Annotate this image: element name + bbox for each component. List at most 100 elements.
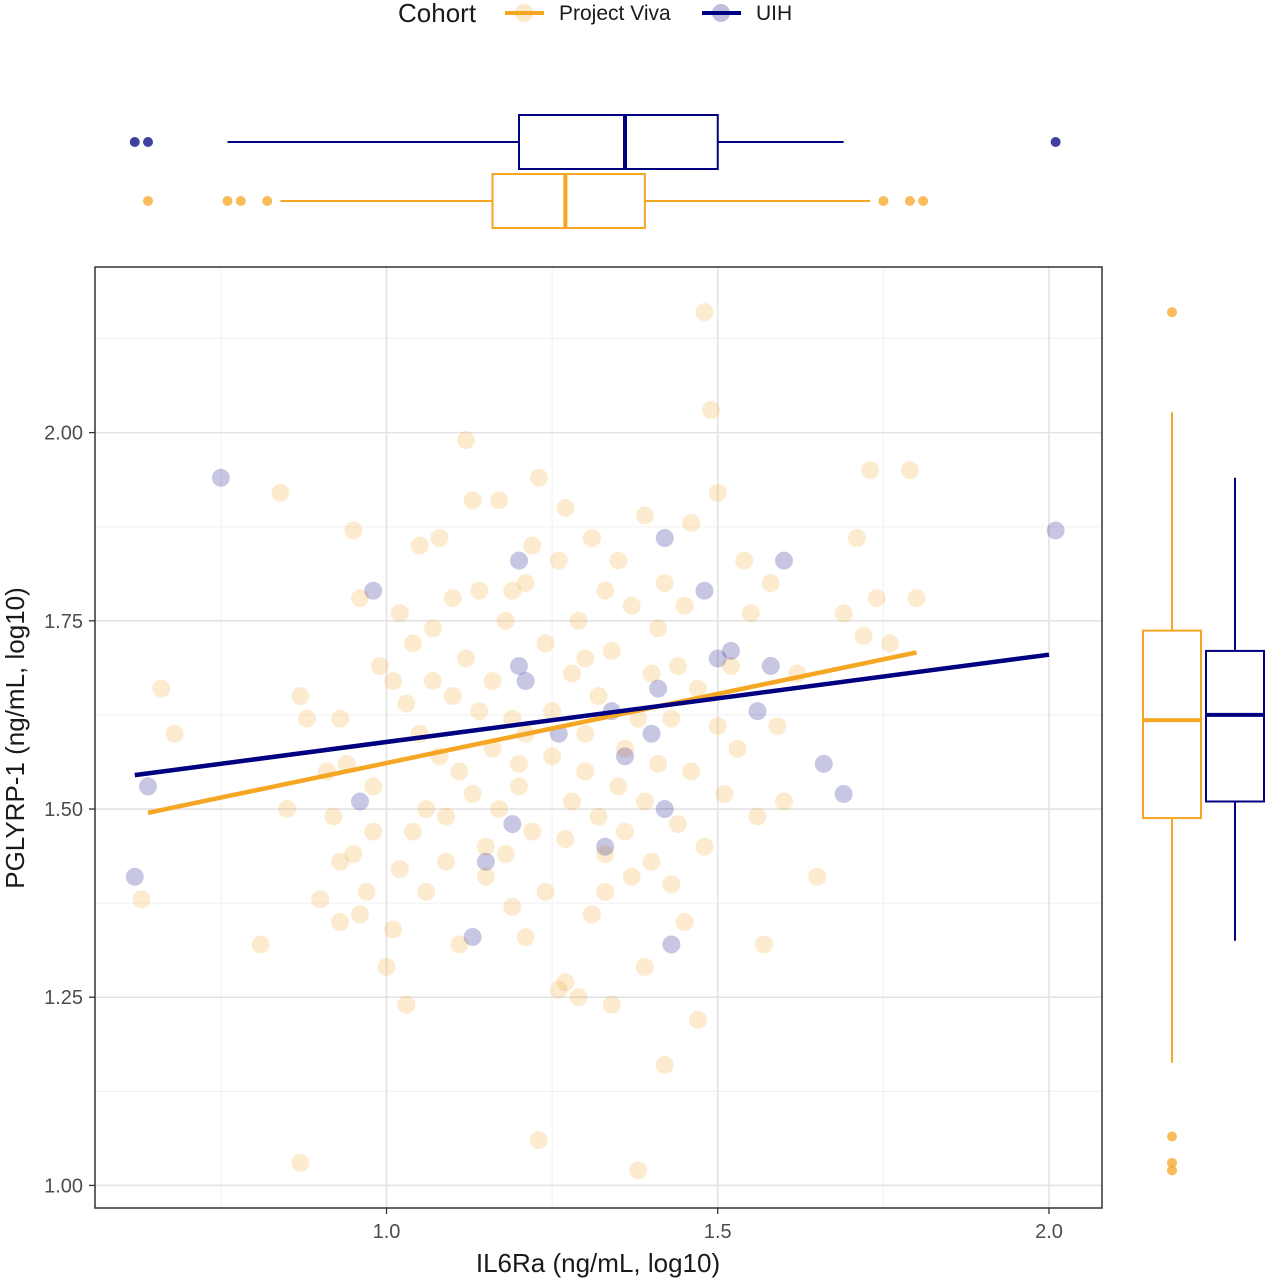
scatter-point-project-viva (278, 800, 297, 819)
scatter-point-uih (503, 815, 522, 834)
legend-swatch-dot-uih (712, 4, 730, 22)
scatter-point-uih (655, 800, 674, 819)
scatter-point-project-viva (808, 867, 827, 886)
scatter-point-project-viva (900, 461, 919, 480)
scatter-point-project-viva (331, 709, 350, 728)
top-box-project-viva (491, 173, 646, 229)
scatter-point-uih (695, 581, 714, 600)
scatter-point-uih (510, 551, 528, 570)
scatter-point-project-viva (556, 830, 575, 849)
scatter-point-project-viva (741, 604, 760, 623)
scatter-point-project-viva (708, 483, 727, 502)
top-outlier-project-viva (918, 196, 929, 206)
scatter-point-project-viva (576, 649, 595, 668)
scatter-point-project-viva (602, 641, 621, 660)
scatter-point-project-viva (748, 807, 767, 826)
scatter-point-uih (761, 656, 780, 675)
y-tick-label: 1.50 (44, 799, 83, 821)
scatter-point-project-viva (523, 822, 542, 841)
scatter-point-project-viva (324, 807, 343, 826)
scatter-point-project-viva (556, 973, 575, 992)
scatter-point-project-viva (629, 709, 648, 728)
scatter-point-uih (351, 792, 369, 811)
scatter-point-project-viva (364, 822, 383, 841)
scatter-point-uih (516, 672, 535, 691)
scatter-point-project-viva (682, 762, 701, 781)
right-outlier-project-viva (1167, 307, 1177, 318)
scatter-point-project-viva (357, 882, 376, 901)
y-tick-label: 1.00 (44, 1175, 83, 1197)
scatter-point-uih (476, 852, 495, 871)
scatter-point-project-viva (596, 581, 615, 600)
scatter-point-project-viva (463, 784, 482, 803)
scatter-point-uih (642, 724, 661, 743)
legend-swatch-dot-project-viva (515, 4, 533, 22)
scatter-point-uih (616, 747, 634, 766)
scatter-point-project-viva (569, 611, 588, 630)
scatter-point-project-viva (331, 912, 350, 931)
scatter-point-uih (1046, 521, 1065, 540)
right-box-project-viva (1142, 629, 1202, 820)
scatter-point-project-viva (437, 852, 456, 871)
y-tick-label: 1.25 (44, 987, 83, 1009)
scatter-point-project-viva (629, 1161, 648, 1180)
scatter-point-project-viva (655, 574, 674, 593)
scatter-point-project-viva (377, 958, 396, 977)
top-outlier-project-viva (235, 196, 246, 206)
scatter-point-project-viva (490, 491, 509, 510)
scatter-point-uih (364, 581, 383, 600)
scatter-point-project-viva (635, 792, 654, 811)
scatter-point-project-viva (364, 777, 383, 796)
scatter-point-project-viva (351, 905, 369, 924)
scatter-point-project-viva (417, 882, 436, 901)
scatter-point-project-viva (861, 461, 880, 480)
scatter-point-project-viva (483, 739, 502, 758)
scatter-point-project-viva (450, 762, 469, 781)
scatter-point-project-viva (430, 529, 449, 548)
main-plot-panel: 1.0 1.5 2.0 1.00 1.25 1.50 1.75 2.00 (44, 266, 1103, 1243)
scatter-point-project-viva (715, 784, 734, 803)
scatter-point-project-viva (271, 483, 290, 502)
scatter-point-project-viva (470, 581, 489, 600)
scatter-point-project-viva (622, 867, 641, 886)
scatter-point-project-viva (450, 935, 469, 954)
scatter-point-uih (775, 551, 793, 570)
scatter-point-project-viva (311, 890, 330, 909)
scatter-point-project-viva (152, 679, 171, 698)
scatter-point-project-viva (662, 709, 681, 728)
scatter-point-project-viva (582, 905, 601, 924)
scatter-point-uih (139, 777, 157, 796)
right-outlier-project-viva (1167, 1165, 1177, 1176)
scatter-point-project-viva (602, 995, 621, 1014)
scatter-point-project-viva (616, 822, 634, 841)
scatter-point-uih (722, 641, 740, 660)
scatter-point-project-viva (675, 596, 694, 615)
regression-lines (134, 650, 1050, 815)
legend: Cohort Project Viva UIH (398, 0, 792, 28)
scatter-point-project-viva (616, 739, 634, 758)
right-outlier-project-viva (1167, 1157, 1177, 1168)
scatter-point-project-viva (384, 920, 403, 939)
scatter-point-project-viva (622, 596, 641, 615)
scatter-point-project-viva (669, 815, 687, 834)
scatter-point-project-viva (516, 927, 535, 946)
scatter-point-uih (463, 927, 482, 946)
scatter-point-project-viva (291, 1153, 310, 1172)
scatter-point-project-viva (847, 529, 866, 548)
top-outlier-project-viva (222, 196, 233, 206)
scatter-point-project-viva (695, 837, 714, 856)
scatter-point-project-viva (457, 431, 475, 450)
scatter-point-project-viva (496, 845, 515, 864)
scatter-point-project-viva (331, 852, 350, 871)
scatter-point-project-viva (463, 491, 482, 510)
scatter-point-project-viva (642, 852, 661, 871)
scatter-point-uih (211, 468, 230, 487)
scatter-point-project-viva (490, 800, 509, 819)
top-outlier-uih (1050, 137, 1061, 147)
scatter-point-project-viva (165, 724, 184, 743)
scatter-point-project-viva (596, 882, 615, 901)
scatter-point-uih (662, 935, 681, 954)
scatter-point-project-viva (529, 1131, 548, 1150)
scatter-point-project-viva (397, 694, 416, 713)
scatter-point-project-viva (708, 717, 727, 736)
